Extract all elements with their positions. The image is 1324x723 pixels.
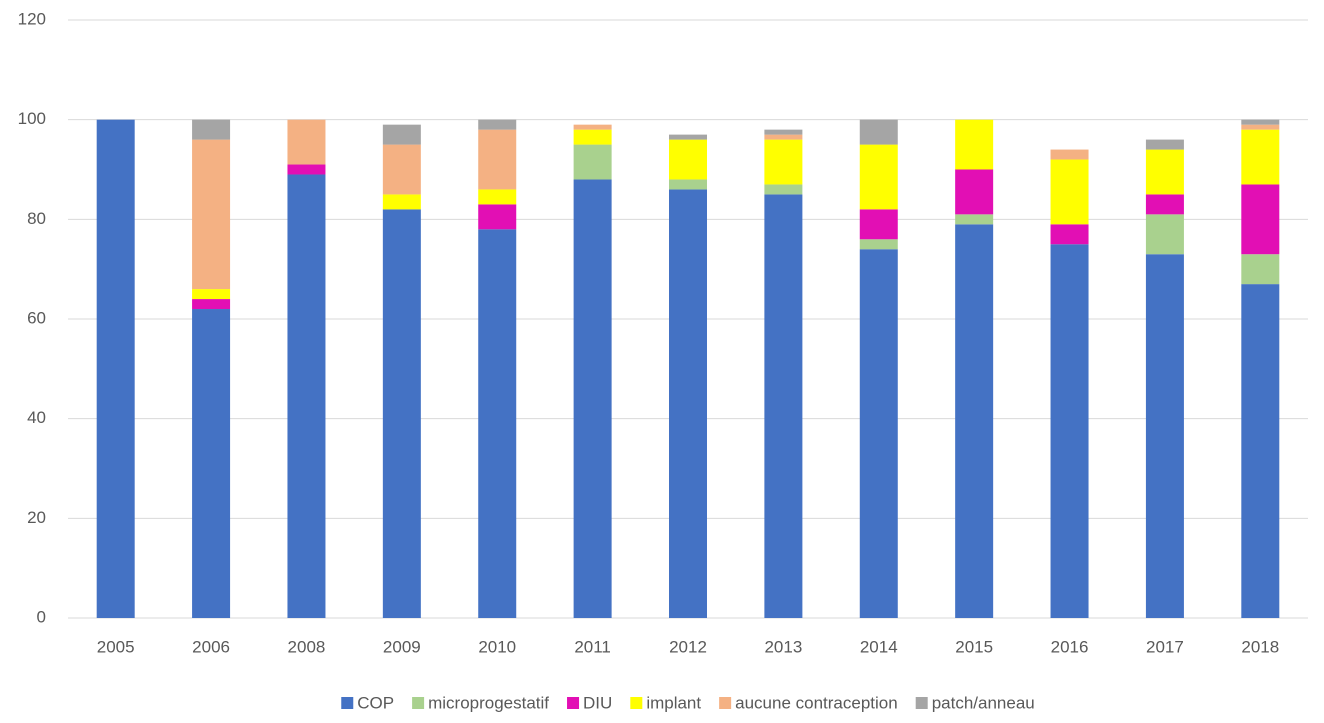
bar-segment xyxy=(859,144,898,210)
bar-segment xyxy=(764,194,803,618)
x-tick-label: 2008 xyxy=(288,637,326,656)
x-tick-label: 2017 xyxy=(1146,637,1184,656)
x-tick-label: 2011 xyxy=(574,637,611,656)
x-tick-label: 2010 xyxy=(478,637,516,656)
bar-segment xyxy=(478,129,517,190)
bar-segment xyxy=(1050,149,1089,160)
bar-segment xyxy=(669,139,707,180)
bar-segment xyxy=(192,299,231,310)
bar-segment xyxy=(669,189,707,618)
x-tick-label: 2015 xyxy=(955,637,993,656)
bar-segment xyxy=(1241,119,1280,125)
x-tick-label: 2009 xyxy=(383,637,421,656)
bar-segment xyxy=(1241,254,1280,285)
bar-segment xyxy=(1241,284,1280,618)
y-tick-label: 100 xyxy=(18,109,46,128)
bar-segment xyxy=(669,179,707,190)
legend-swatch xyxy=(630,697,643,709)
x-tick-label: 2006 xyxy=(192,637,230,656)
bar-segment xyxy=(478,204,517,230)
legend-swatch xyxy=(915,697,928,709)
bar-segment xyxy=(96,119,135,619)
bar-segment xyxy=(1145,194,1184,215)
bar-segment xyxy=(1145,139,1184,150)
bar-segment xyxy=(955,224,994,619)
bar-segment xyxy=(573,144,612,180)
bar-segment xyxy=(955,119,994,170)
bar-segment xyxy=(573,179,612,618)
bar-segment xyxy=(764,129,803,135)
bar-segment xyxy=(192,289,231,300)
x-tick-label: 2005 xyxy=(97,637,135,656)
y-tick-label: 40 xyxy=(27,408,46,427)
x-tick-label: 2018 xyxy=(1241,637,1279,656)
legend-label: COP xyxy=(357,693,394,712)
bar-segment xyxy=(1050,244,1089,618)
bar-segment xyxy=(764,184,803,195)
legend-swatch xyxy=(341,697,354,709)
bar-segment xyxy=(1050,159,1089,225)
legend-label: implant xyxy=(646,693,701,712)
bar-segment xyxy=(1241,184,1280,255)
legend-swatch xyxy=(719,697,732,709)
bar-segment xyxy=(1241,129,1280,185)
bar-segment xyxy=(287,119,326,165)
bar-segment xyxy=(955,214,994,225)
bar-segment xyxy=(1145,214,1184,255)
bar-segment xyxy=(192,139,231,290)
bar-segment xyxy=(478,119,517,130)
y-tick-label: 60 xyxy=(27,308,46,327)
bar-segment xyxy=(1241,124,1280,130)
bar-segment xyxy=(859,249,898,618)
legend-swatch xyxy=(412,697,425,709)
bar-segment xyxy=(955,169,994,215)
bar-segment xyxy=(382,144,421,195)
bar-segment xyxy=(287,174,326,618)
legend-label: DIU xyxy=(583,693,612,712)
y-tick-label: 80 xyxy=(27,209,46,228)
bar-segment xyxy=(478,189,517,205)
x-tick-label: 2016 xyxy=(1051,637,1089,656)
y-tick-label: 20 xyxy=(27,508,46,527)
bar-segment xyxy=(382,124,421,145)
bar-segment xyxy=(192,309,231,618)
bar-segment xyxy=(859,119,898,145)
bar-segment xyxy=(573,129,612,145)
x-tick-label: 2012 xyxy=(669,637,707,656)
bar-segment xyxy=(478,229,517,619)
bar-segment xyxy=(573,124,612,130)
legend-swatch xyxy=(567,697,580,709)
bar-segment xyxy=(1145,254,1184,618)
bar-segment xyxy=(192,119,231,140)
x-tick-label: 2014 xyxy=(860,637,898,656)
bar-segment xyxy=(764,134,803,140)
y-tick-label: 0 xyxy=(37,607,46,626)
bar-segment xyxy=(1145,149,1184,195)
bar-segment xyxy=(1050,224,1089,245)
bar-segment xyxy=(764,139,803,185)
legend-label: aucune contraception xyxy=(735,693,898,712)
bar-segment xyxy=(859,239,898,250)
bar-segment xyxy=(382,209,421,618)
bar-segment xyxy=(669,134,707,140)
y-tick-label: 120 xyxy=(18,9,46,28)
bar-segment xyxy=(859,209,898,240)
bar-segment xyxy=(287,164,326,175)
bar-segment xyxy=(382,194,421,210)
legend-label: patch/anneau xyxy=(932,693,1035,712)
legend-label: microprogestatif xyxy=(428,693,549,712)
x-tick-label: 2013 xyxy=(764,637,802,656)
